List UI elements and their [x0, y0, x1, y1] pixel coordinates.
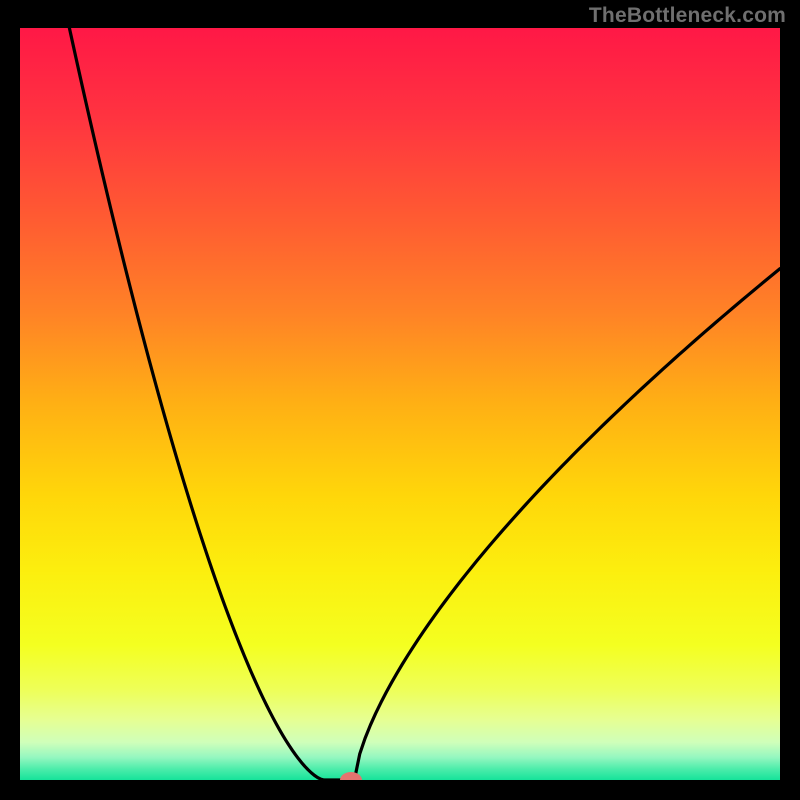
- bottleneck-curve: [20, 28, 780, 780]
- plot-area: [20, 28, 780, 780]
- watermark-text: TheBottleneck.com: [589, 4, 786, 28]
- chart-frame: TheBottleneck.com: [0, 0, 800, 800]
